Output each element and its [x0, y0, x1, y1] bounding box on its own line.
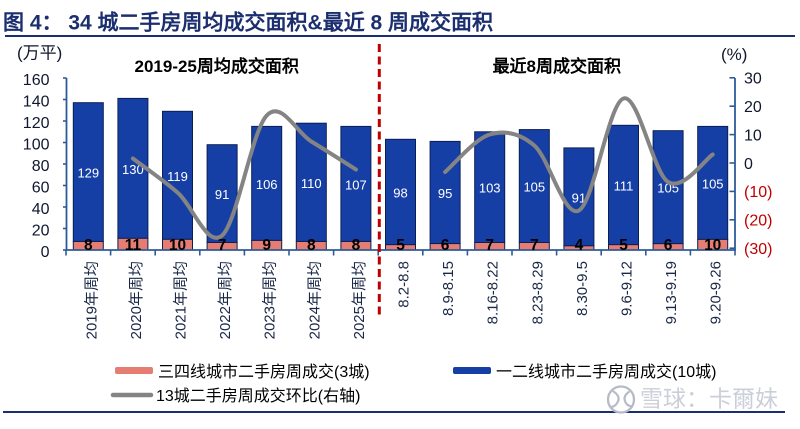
svg-text:91: 91: [215, 187, 229, 202]
svg-text:2019-25周均成交面积: 2019-25周均成交面积: [135, 56, 299, 76]
svg-text:2024年周均: 2024年周均: [306, 261, 323, 339]
svg-text:2020年周均: 2020年周均: [128, 261, 145, 339]
svg-text:10: 10: [169, 237, 186, 254]
svg-text:80: 80: [32, 158, 50, 175]
svg-text:8.2-8.8: 8.2-8.8: [396, 261, 413, 308]
svg-text:40: 40: [32, 201, 50, 218]
svg-text:120: 120: [23, 115, 50, 132]
svg-text:6: 6: [441, 237, 450, 254]
svg-text:129: 129: [77, 166, 99, 181]
svg-text:(%): (%): [721, 45, 747, 64]
svg-text:98: 98: [393, 185, 407, 200]
svg-text:10: 10: [744, 127, 762, 144]
svg-text:13城二手房周成交环比(右轴): 13城二手房周成交环比(右轴): [156, 387, 360, 405]
svg-text:5: 5: [396, 237, 405, 254]
svg-text:91: 91: [572, 190, 586, 205]
svg-text:100: 100: [23, 137, 50, 154]
svg-text:60: 60: [32, 180, 50, 197]
svg-text:(20): (20): [744, 213, 772, 230]
svg-text:11: 11: [125, 237, 142, 254]
svg-text:20: 20: [744, 99, 762, 116]
svg-text:5: 5: [619, 237, 628, 254]
svg-text:2022年周均: 2022年周均: [217, 261, 234, 339]
svg-text:110: 110: [301, 176, 322, 191]
svg-text:8: 8: [352, 237, 361, 254]
svg-text:雪球：卡爾妹: 雪球：卡爾妹: [642, 387, 780, 413]
svg-text:8.30-9.5: 8.30-9.5: [574, 261, 591, 316]
svg-text:105: 105: [702, 176, 724, 191]
svg-text:三四线城市二手房周成交(3城): 三四线城市二手房周成交(3城): [158, 363, 370, 381]
svg-text:2023年周均: 2023年周均: [262, 261, 279, 339]
svg-text:8.16-8.22: 8.16-8.22: [485, 261, 502, 324]
svg-text:140: 140: [23, 94, 50, 111]
svg-text:9.20-9.26: 9.20-9.26: [708, 261, 725, 324]
svg-text:119: 119: [167, 169, 188, 184]
svg-text:雪球：卡爾妹: 雪球：卡爾妹: [640, 386, 778, 412]
svg-text:4: 4: [575, 237, 584, 254]
svg-text:(10): (10): [744, 184, 772, 201]
svg-text:图 4： 34 城二手房周均成交面积&最近 8 周成交面积: 图 4： 34 城二手房周均成交面积&最近 8 周成交面积: [3, 11, 493, 35]
svg-text:8.23-8.29: 8.23-8.29: [529, 261, 546, 324]
svg-text:95: 95: [438, 186, 452, 201]
svg-text:105: 105: [523, 180, 545, 195]
svg-text:(万平): (万平): [17, 44, 62, 63]
svg-text:7: 7: [530, 237, 539, 254]
svg-text:30: 30: [744, 71, 762, 88]
svg-text:2021年周均: 2021年周均: [173, 261, 190, 339]
svg-text:8.9-8.15: 8.9-8.15: [440, 261, 457, 316]
svg-text:103: 103: [479, 181, 501, 196]
svg-text:9.6-9.12: 9.6-9.12: [619, 261, 636, 316]
svg-text:8: 8: [307, 237, 316, 254]
svg-text:最近8周成交面积: 最近8周成交面积: [493, 56, 621, 76]
svg-text:(30): (30): [744, 241, 772, 258]
svg-text:2019年周均: 2019年周均: [83, 261, 100, 339]
svg-text:111: 111: [614, 179, 634, 194]
svg-text:130: 130: [122, 162, 144, 177]
svg-text:106: 106: [256, 177, 278, 192]
svg-text:0: 0: [744, 156, 753, 173]
svg-text:6: 6: [664, 237, 673, 254]
svg-text:160: 160: [23, 72, 50, 89]
svg-text:7: 7: [218, 237, 227, 254]
svg-text:20: 20: [32, 223, 50, 240]
svg-text:0: 0: [41, 244, 50, 261]
svg-text:8: 8: [84, 237, 93, 254]
svg-text:107: 107: [345, 177, 367, 192]
svg-text:9: 9: [262, 237, 271, 254]
svg-text:2025年周均: 2025年周均: [351, 261, 368, 339]
svg-text:10: 10: [704, 237, 721, 254]
svg-text:9.13-9.19: 9.13-9.19: [663, 261, 680, 324]
svg-text:一二线城市二手房周成交(10城): 一二线城市二手房周成交(10城): [496, 363, 716, 381]
svg-text:7: 7: [485, 237, 494, 254]
